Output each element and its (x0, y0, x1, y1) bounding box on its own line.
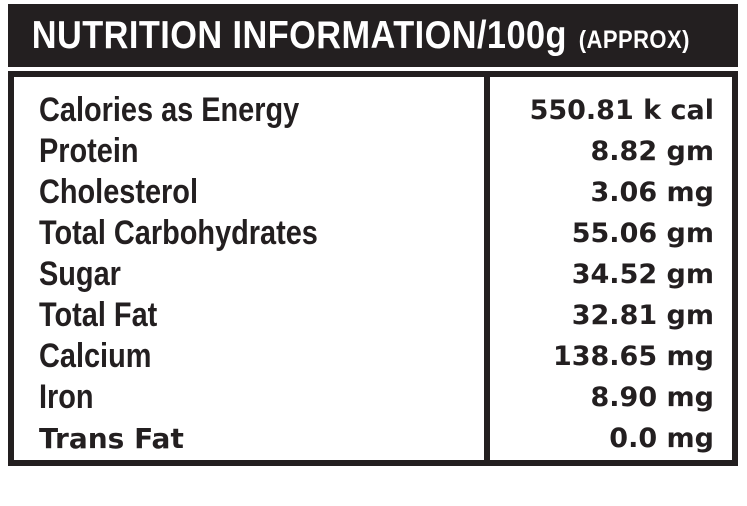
nutrient-label: Calcium (39, 336, 484, 377)
header-title-suffix: (APPROX) (578, 25, 690, 54)
nutrient-value: 34.52 gm (571, 259, 714, 290)
nutrient-label-text: Sugar (39, 255, 121, 293)
header-bar: NUTRITION INFORMATION/100g (APPROX) (8, 4, 738, 67)
nutrient-value: 32.81 gm (571, 300, 714, 331)
nutrient-label: Calories as Energy (39, 90, 484, 131)
nutrition-table: Calories as Energy Protein Cholesterol Tota… (8, 71, 738, 466)
nutrient-label: Cholesterol (39, 172, 484, 213)
nutrient-value: 0.0 mg (609, 423, 714, 454)
nutrient-label-text: Total Fat (39, 296, 158, 334)
nutrient-value: 8.90 mg (590, 382, 714, 413)
nutrient-label: Total Fat (39, 295, 484, 336)
nutrient-label-text: Iron (39, 378, 94, 416)
nutrient-label-text: Calories as Energy (39, 91, 300, 129)
nutrient-label-text: Cholesterol (39, 173, 198, 211)
header-title: NUTRITION INFORMATION/100g (APPROX) (8, 14, 690, 58)
nutrient-label-text: Total Carbohydrates (39, 214, 318, 252)
nutrient-value: 550.81 k cal (529, 95, 714, 126)
values-column: 550.81 k cal 8.82 gm 3.06 mg 55.06 gm 34.52 … (490, 77, 732, 460)
header-title-main: NUTRITION INFORMATION/100g (31, 13, 567, 57)
nutrient-value: 55.06 gm (571, 218, 714, 249)
nutrient-value: 8.82 gm (590, 136, 714, 167)
nutrient-label: Protein (39, 131, 484, 172)
nutrient-label: Trans Fat (39, 418, 484, 459)
column-divider (484, 77, 490, 460)
nutrient-label-text: Trans Fat (39, 422, 184, 455)
nutrient-label-text: Calcium (39, 337, 152, 375)
nutrient-label-text: Protein (39, 132, 139, 170)
nutrient-value: 3.06 mg (590, 177, 714, 208)
nutrient-label: Total Carbohydrates (39, 213, 484, 254)
nutrient-label: Sugar (39, 254, 484, 295)
labels-column: Calories as Energy Protein Cholesterol Tota… (14, 77, 484, 460)
nutrient-value: 138.65 mg (552, 341, 714, 372)
nutrient-label: Iron (39, 377, 484, 418)
